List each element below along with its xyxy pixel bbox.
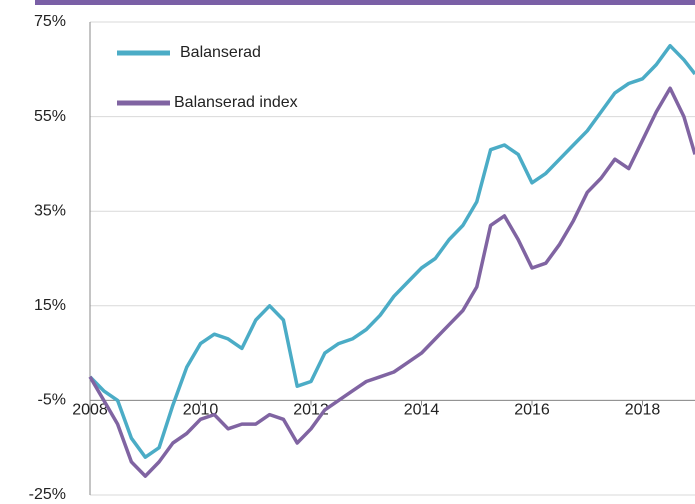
series-line <box>88 86 695 478</box>
x-tick-label: 2014 <box>404 402 440 419</box>
legend-label: Balanserad index <box>174 94 298 111</box>
x-tick-label: 2008 <box>72 402 108 419</box>
y-tick-label: 75% <box>34 13 66 30</box>
y-tick-label: 55% <box>34 108 66 125</box>
series-line <box>88 43 695 459</box>
x-tick-label: 2010 <box>183 402 219 419</box>
y-tick-label: -25% <box>29 486 66 503</box>
x-tick-label: 2018 <box>625 402 661 419</box>
y-tick-label: -5% <box>38 392 66 409</box>
header-bar <box>35 0 695 5</box>
x-tick-label: 2016 <box>514 402 550 419</box>
legend-label: Balanserad <box>180 44 261 61</box>
y-tick-label: 15% <box>34 297 66 314</box>
y-tick-label: 35% <box>34 202 66 219</box>
